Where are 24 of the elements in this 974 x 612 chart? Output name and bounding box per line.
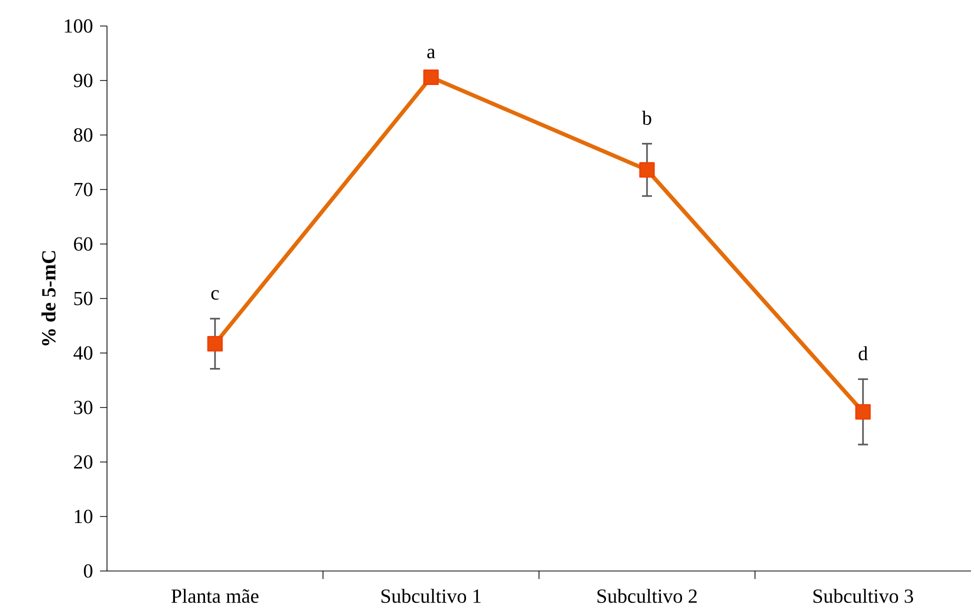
y-tick-label: 10 [74,510,92,524]
x-tick-label: Subcultivo 2 [598,588,697,603]
point [639,162,655,178]
point [207,336,223,352]
x-tick-label: Subcultivo 3 [813,588,914,603]
y-tick-label: 60 [74,237,92,251]
y-tick-label: 90 [74,74,92,88]
x-tick-label: Planta mãe [171,588,258,603]
y-tick-label: 70 [74,182,92,196]
point [423,69,439,85]
y-axis-title: % de 5-mC [41,251,56,346]
annotation: d [858,346,868,360]
y-tick-label: 40 [74,346,92,360]
annotation: b [642,110,652,125]
annotation: a [427,48,436,58]
y-tick-label: 20 [74,455,92,469]
y-tick-label: 80 [74,128,92,142]
y-tick-label: 0 [84,564,92,578]
x-tick-label: Subcultivo 1 [382,588,481,603]
y-tick-label: 30 [74,400,92,414]
annotation: c [211,290,219,300]
y-tick-label: 50 [74,292,92,306]
point [855,404,871,420]
y-tick-label: 100 [64,19,92,33]
